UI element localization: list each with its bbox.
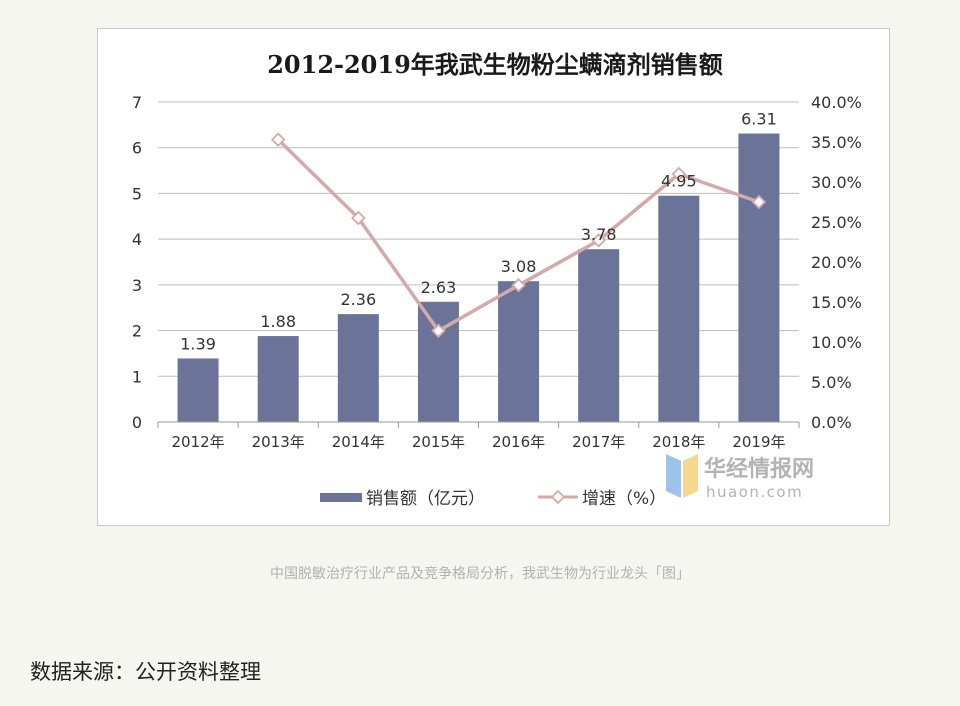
data-label: 2.63: [421, 278, 457, 297]
y2-tick-label: 40.0%: [811, 93, 862, 112]
data-label: 3.08: [501, 257, 537, 276]
legend-label-sales: 销售额（亿元）: [366, 489, 485, 509]
watermark-brand: 华经情报网: [704, 456, 814, 482]
data-label: 3.78: [581, 225, 617, 244]
bar: [658, 195, 700, 422]
bar: [177, 358, 219, 422]
x-tick-label: 2015年: [412, 433, 465, 451]
data-label: 2.36: [341, 290, 377, 309]
y2-tick-label: 0.0%: [811, 413, 852, 432]
y-tick-label: 2: [132, 322, 142, 341]
legend-label-growth: 增速（%）: [582, 489, 666, 509]
x-tick-label: 2013年: [252, 433, 305, 451]
y2-tick-label: 5.0%: [811, 373, 852, 392]
x-tick-label: 2017年: [572, 433, 625, 451]
bar: [417, 301, 459, 422]
y2-tick-label: 20.0%: [811, 253, 862, 272]
y2-tick-label: 35.0%: [811, 133, 862, 152]
data-label: 4.95: [661, 172, 697, 191]
growth-point: [591, 233, 606, 248]
x-tick-label: 2014年: [332, 433, 385, 451]
x-tick-label: 2012年: [171, 433, 224, 451]
y2-tick-label: 25.0%: [811, 213, 862, 232]
growth-point: [671, 166, 687, 182]
y-tick-label: 0: [132, 413, 142, 432]
y-tick-label: 1: [132, 367, 142, 386]
chart-svg: 1.39 1.88 2.36 2.63 3.08 3.78 4.95 6.31 0 1 2 3 4 5 6…: [132, 50, 862, 509]
y2-tick-label: 15.0%: [811, 293, 862, 312]
growth-point: [431, 323, 446, 339]
chart-frame: 1.39 1.88 2.36 2.63 3.08 3.78 4.95 6.31 0 1 2 3 4 5 6…: [97, 28, 890, 526]
y-tick-label: 4: [132, 230, 142, 249]
growth-point: [270, 132, 286, 147]
watermark: 华经情报网 huaon.com: [666, 454, 814, 501]
legend: 销售额（亿元） 增速（%）: [320, 489, 666, 509]
watermark-domain: huaon.com: [706, 483, 803, 501]
data-label: 1.39: [180, 334, 216, 353]
image-caption: 中国脱敏治疗行业产品及竞争格局分析，我武生物为行业龙头「图」: [270, 566, 690, 582]
y-tick-label: 3: [132, 276, 142, 295]
watermark-logo-icon-right: [683, 454, 698, 498]
x-tick-label: 2019年: [732, 433, 785, 451]
growth-point: [351, 210, 366, 226]
y-tick-label: 5: [132, 184, 142, 203]
y-tick-label: 6: [132, 139, 142, 158]
x-tick-label: 2016年: [492, 433, 545, 451]
growth-point: [511, 277, 526, 293]
bar: [257, 336, 299, 422]
legend-swatch-bar: [320, 493, 362, 502]
y2-tick-label: 30.0%: [811, 173, 862, 192]
x-tick-label: 2018年: [652, 433, 705, 451]
data-label: 6.31: [741, 110, 777, 129]
data-label: 1.88: [260, 312, 296, 331]
chart-title: 2012-2019年我武生物粉尘螨滴剂销售额: [267, 50, 723, 79]
watermark-logo-icon: [666, 454, 681, 498]
bar: [337, 314, 379, 422]
growth-point: [751, 194, 767, 210]
legend-marker-diamond: [550, 489, 566, 505]
data-source-note: 数据来源：公开资料整理: [30, 660, 261, 684]
y2-tick-label: 10.0%: [811, 333, 862, 352]
bar: [578, 249, 620, 422]
y-tick-label: 7: [132, 93, 142, 112]
bar: [738, 133, 780, 422]
bar: [498, 281, 540, 422]
